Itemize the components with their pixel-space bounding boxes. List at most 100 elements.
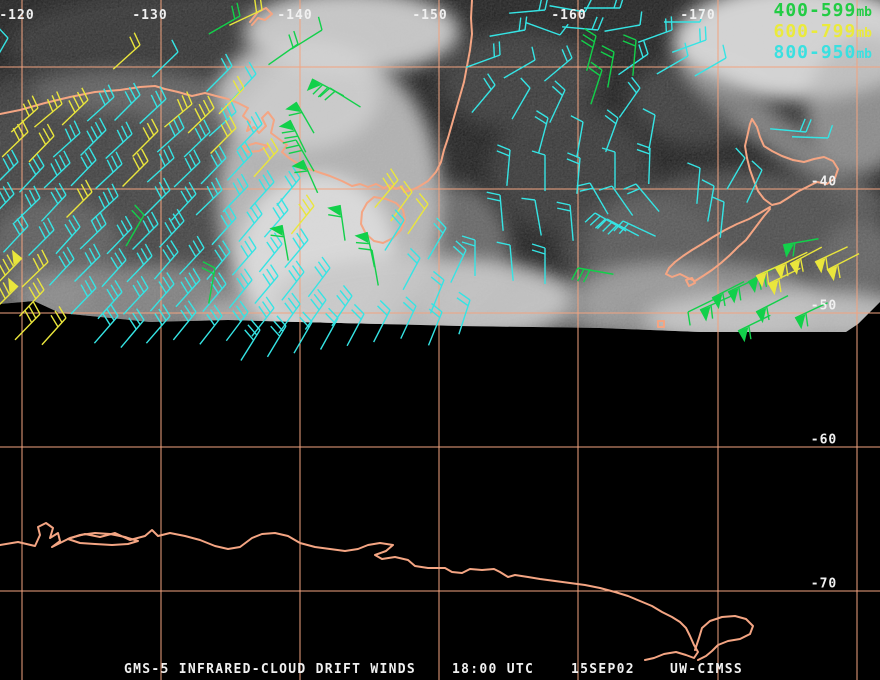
wind-barb [826,253,860,282]
product-title: GMS-5 INFRARED-CLOUD DRIFT WINDS [124,662,417,677]
coastlines [0,0,839,661]
wind-barb [70,275,97,315]
wind-barb [331,284,353,327]
wind-barb [231,236,257,276]
wind-barb [66,179,93,218]
wind-barb [149,272,175,312]
wind-barb [251,296,275,337]
wind-barb [278,292,301,334]
wind-barb [746,160,763,203]
wind-barb [427,217,447,260]
wind-barb [14,301,41,341]
wind-barb [97,279,123,320]
legend-range: 800-950 [773,42,857,63]
wind-barb [101,247,127,288]
wind-barb [737,314,771,343]
wind-barb [588,61,603,105]
wind-barb [254,264,279,305]
legend-row-800-950mb: 800-950mb [773,43,872,64]
wind-barb [153,240,179,280]
wind-barb [791,124,834,139]
wind-barb [144,177,171,216]
wind-barb [531,243,546,284]
wind-barb [114,82,141,121]
wind-barb [549,0,592,13]
wind-barb [0,181,15,221]
wind-barb [549,80,566,123]
wind-barb [13,185,41,224]
wind-barb [263,198,289,238]
wind-barb [199,304,223,345]
legend-unit: mb [856,5,872,20]
wind-barb [584,212,627,232]
wind-barb [604,109,619,153]
wind-barb [206,240,231,281]
wind-barb [471,73,496,114]
wind-barb [43,150,71,189]
wind-barb [55,214,81,255]
wind-barb [570,115,584,158]
wind-barb [28,123,55,163]
wind-barb [613,220,656,237]
legend-unit: mb [856,26,872,41]
wind-barb [566,152,581,194]
wind-barb [210,115,237,154]
wind-barb [636,142,651,185]
wind-barb [112,32,141,70]
wind-barb [525,22,569,36]
wind-barb [509,0,549,14]
wind-barb [201,261,216,304]
wind-barb [18,277,45,317]
wind-barb [687,162,701,204]
coastline-antarctica-peninsula [694,615,754,661]
wind-barb [571,267,614,283]
wind-barb [145,304,171,344]
wind-barb [93,304,119,344]
wind-barb [206,53,233,92]
wind-barb [304,288,327,330]
wind-barb [79,211,107,250]
wind-barb [319,307,339,350]
product-date: 15SEP02 [571,662,635,677]
wind-barb [86,84,115,122]
wind-barb [789,246,823,276]
product-caption: GMS-5 INFRARED-CLOUD DRIFT WINDS 18:00 U… [0,660,880,678]
wind-barb [208,2,241,35]
wind-barb [225,300,249,342]
wind-barb [407,192,429,235]
wind-barb [21,249,49,288]
wind-barb [173,149,201,188]
wind-barb [384,209,405,251]
wind-barb [623,183,660,213]
wind-barb [358,247,379,286]
wind-barb [122,275,149,315]
wind-barb [258,232,283,273]
wind-barb [596,218,640,237]
wind-barb [291,16,323,50]
wind-barb [132,118,159,157]
wind-barb [701,179,715,222]
wind-barb [156,115,185,153]
coastline-nz-south-island [665,206,771,282]
wind-barb [139,86,167,125]
wind-barb [146,145,175,183]
wind-barb [151,39,179,78]
wind-barb [211,205,237,246]
wind-barb [1,119,29,158]
wind-barb [489,16,528,37]
wind-barb [767,267,801,296]
product-time: 18:00 UTC [452,662,535,677]
legend-row-600-799mb: 600-799mb [773,22,872,43]
wind-barb [202,272,227,313]
wind-barb [158,208,185,248]
wind-barb [465,41,501,68]
wind-barb [726,147,746,190]
coastline-small-island [657,320,665,328]
product-credit: UW-CIMSS [670,662,744,677]
wind-barb [281,260,305,301]
wind-barb [307,256,331,298]
wind-barb [200,145,227,185]
